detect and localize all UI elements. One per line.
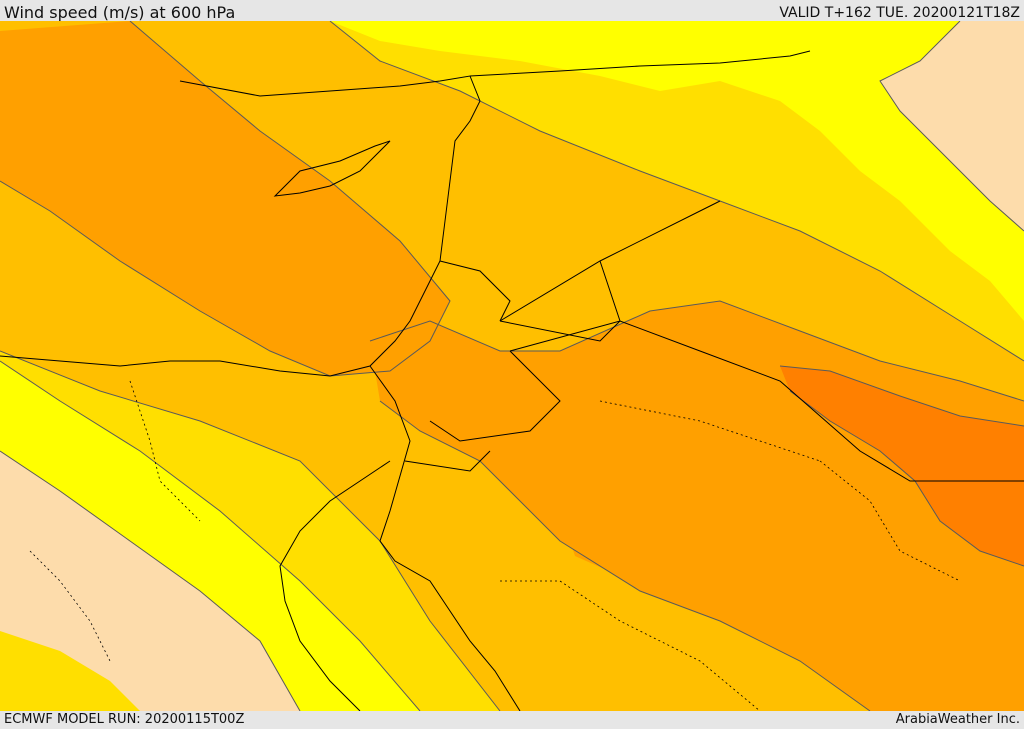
model-run-label: ECMWF MODEL RUN: 20200115T00Z [4,712,245,727]
band-peach-sw [0,451,300,711]
band-dark-orange-jet [780,366,1024,566]
wind-contours [0,21,1024,711]
band-yellow-sw-inner [0,631,140,711]
political-borders [404,200,1024,482]
credit-label: ArabiaWeather Inc. [895,712,1020,727]
band-orange-streak [570,541,790,636]
valid-time-label: VALID T+162 TUE. 20200121T18Z [779,5,1020,21]
map-canvas[interactable] [0,21,1024,711]
band-peach-ne [880,21,1024,231]
internal-boundaries [29,380,961,711]
header-bar: Wind speed (m/s) at 600 hPa VALID T+162 … [0,0,1024,22]
footer-bar: ECMWF MODEL RUN: 20200115T00Z ArabiaWeat… [0,711,1024,729]
band-light-yellow-ne [330,21,1024,321]
band-orange-nw [0,21,450,376]
map-title: Wind speed (m/s) at 600 hPa [4,3,236,22]
wind-speed-map[interactable] [0,21,1024,711]
